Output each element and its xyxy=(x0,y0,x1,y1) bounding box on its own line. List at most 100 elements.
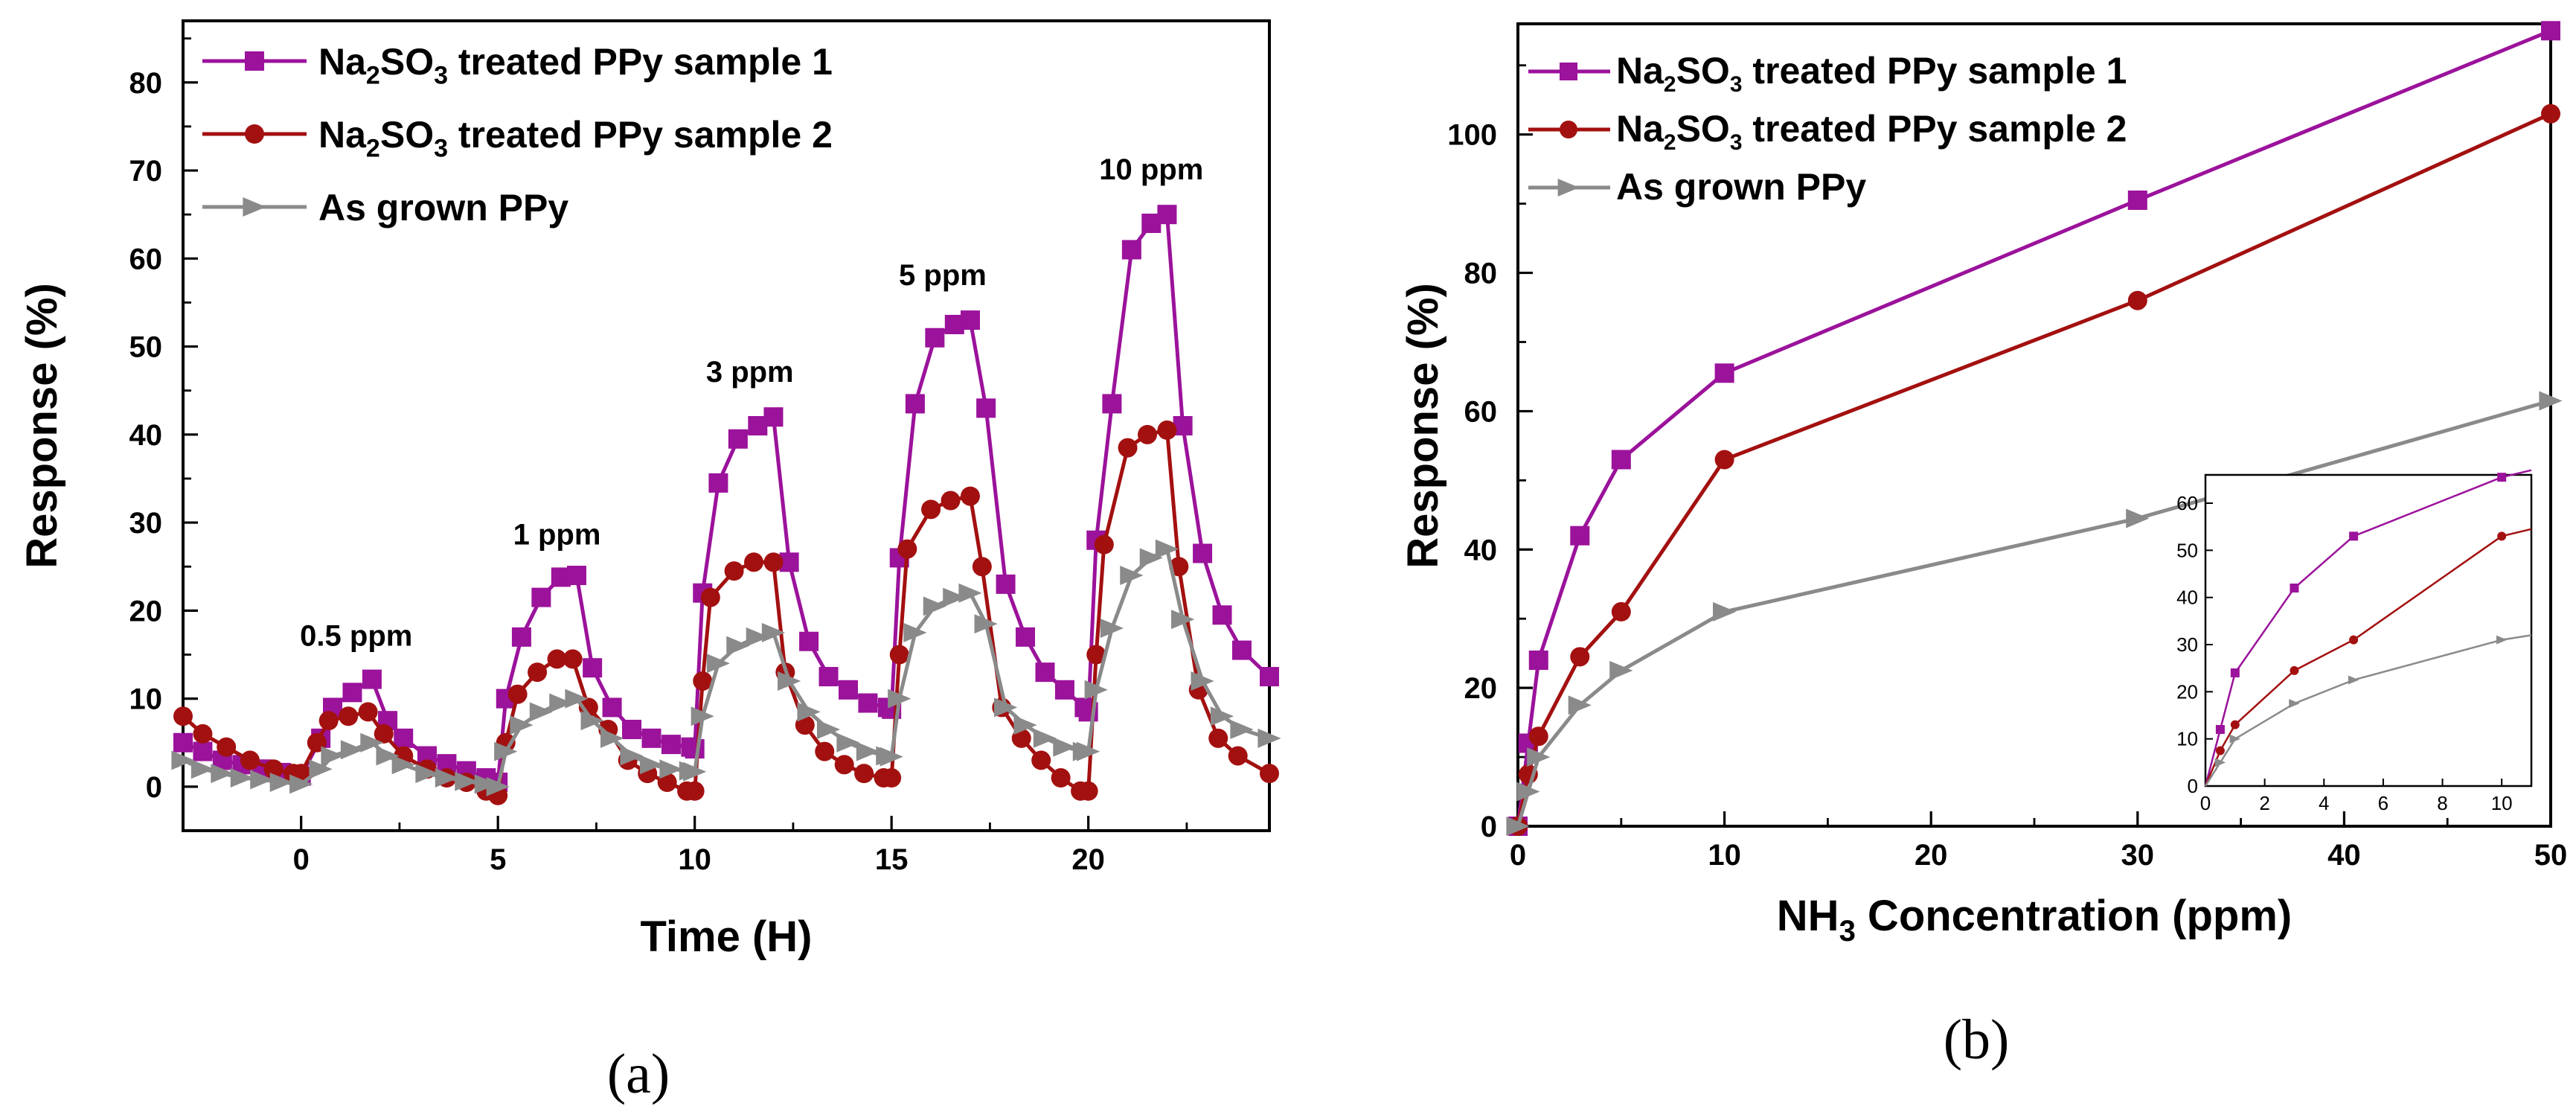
b-series-3 xyxy=(1506,391,2563,836)
a-data-point xyxy=(1138,424,1158,444)
a-data-point xyxy=(1191,671,1214,691)
a-concentration-annotation: 1 ppm xyxy=(513,519,601,552)
a-data-point xyxy=(391,755,415,775)
a-data-point xyxy=(318,711,339,731)
legend-text-part: Na xyxy=(318,41,367,83)
a-data-point xyxy=(889,645,909,665)
a-data-point xyxy=(661,735,681,755)
b-legend-label: Na2SO3 treated PPy sample 2 xyxy=(1616,108,2127,155)
b-y-tick-label: 40 xyxy=(1464,534,1498,566)
a-data-point xyxy=(1157,205,1177,225)
b-series-1 xyxy=(1508,21,2560,836)
b-data-point xyxy=(1528,726,1548,747)
a-data-point xyxy=(972,557,992,577)
a-legend-label: Na2SO3 treated PPy sample 2 xyxy=(318,114,833,163)
inset-data-point xyxy=(2497,473,2507,482)
legend-text-part: Na xyxy=(1616,50,1665,92)
a-data-point xyxy=(1228,746,1248,766)
a-data-point xyxy=(763,407,784,427)
b-x-tick-label: 20 xyxy=(1915,839,1948,872)
inset-data-point xyxy=(2497,531,2507,541)
a-data-point xyxy=(818,667,839,687)
inset-x-tick-label: 2 xyxy=(2259,792,2269,814)
a-data-point xyxy=(858,693,878,713)
a-data-point xyxy=(250,770,274,790)
b-data-point xyxy=(1611,601,1631,622)
a-data-point xyxy=(993,697,1018,718)
a-legend-label: As grown PPy xyxy=(318,187,568,229)
a-data-point xyxy=(1231,640,1252,660)
a-data-point xyxy=(549,693,573,713)
a-data-point xyxy=(193,741,213,761)
inset-data-point xyxy=(2348,675,2359,685)
b-x-axis-label-tail: Concentration (ppm) xyxy=(1856,892,2292,940)
inset-plot-frame xyxy=(2204,473,2533,788)
a-data-point xyxy=(1257,728,1281,748)
b-x-axis-label-main: NH xyxy=(1777,892,1839,940)
a-data-point xyxy=(960,310,980,330)
a-data-point xyxy=(1118,438,1138,458)
panel-a-label: (a) xyxy=(607,1043,670,1105)
b-data-point xyxy=(2127,290,2147,310)
b-data-point xyxy=(1714,363,1734,383)
a-data-point xyxy=(1094,534,1114,555)
a-data-point xyxy=(1230,720,1254,739)
a-data-point xyxy=(856,741,880,761)
a-data-point xyxy=(321,746,345,766)
inset-y-tick-label: 40 xyxy=(2176,587,2198,609)
a-data-point xyxy=(1260,764,1279,784)
legend-subscript: 2 xyxy=(366,135,380,163)
inset-data-point xyxy=(2289,699,2300,709)
inset-data-point xyxy=(2496,635,2508,645)
b-x-tick-label: 10 xyxy=(1708,839,1741,872)
legend-text-part: As grown PPy xyxy=(1616,166,1866,208)
b-data-point xyxy=(1570,526,1590,546)
a-y-tick-label: 30 xyxy=(129,507,163,540)
a-data-point xyxy=(880,747,903,767)
a-data-point xyxy=(815,741,835,761)
a-data-point xyxy=(171,750,195,770)
a-y-tick-label: 60 xyxy=(129,243,163,275)
a-legend-marker xyxy=(243,197,266,217)
legend-subscript: 2 xyxy=(1664,130,1676,155)
legend-subscript: 2 xyxy=(366,62,380,90)
a-data-point xyxy=(836,732,860,753)
a-data-point xyxy=(976,398,996,418)
inset-data-point xyxy=(2290,584,2299,592)
inset-data-point xyxy=(2215,746,2225,756)
a-data-point xyxy=(700,587,720,607)
a-data-point xyxy=(528,662,548,683)
inset-x-tick-label: 4 xyxy=(2319,792,2329,814)
a-data-point xyxy=(1016,627,1036,647)
a-concentration-annotation: 10 ppm xyxy=(1099,153,1203,186)
b-legend-marker xyxy=(1557,179,1580,197)
a-concentration-annotation: 5 ppm xyxy=(899,259,987,292)
a-data-point xyxy=(1139,548,1163,568)
a-data-point xyxy=(941,491,961,511)
a-data-point xyxy=(799,631,819,651)
a-data-point xyxy=(943,587,967,607)
a-data-point xyxy=(547,649,567,669)
legend-text-part: treated PPy sample 2 xyxy=(1742,108,2127,150)
a-data-point xyxy=(531,587,551,607)
b-data-point xyxy=(2541,21,2560,41)
a-data-point xyxy=(1169,557,1189,577)
legend-text-part: SO xyxy=(380,41,434,83)
b-series-line xyxy=(1516,28,2551,827)
a-data-point xyxy=(797,702,821,722)
a-data-point xyxy=(1155,539,1179,559)
a-plot-frame xyxy=(182,19,1271,832)
b-y-axis-label: Response (%) xyxy=(1399,283,1447,569)
a-data-point xyxy=(309,759,333,779)
a-data-point xyxy=(620,746,644,766)
a-data-point xyxy=(685,739,705,759)
a-data-point xyxy=(486,776,510,796)
a-data-point xyxy=(600,728,624,748)
a-legend-item: Na2SO3 treated PPy sample 1 xyxy=(202,41,833,90)
inset-data-point xyxy=(2230,668,2240,677)
a-legend: Na2SO3 treated PPy sample 1 Na2SO3 treate… xyxy=(202,41,833,229)
a-data-point xyxy=(1208,728,1228,748)
a-data-point xyxy=(854,764,874,784)
a-data-point xyxy=(566,566,586,586)
